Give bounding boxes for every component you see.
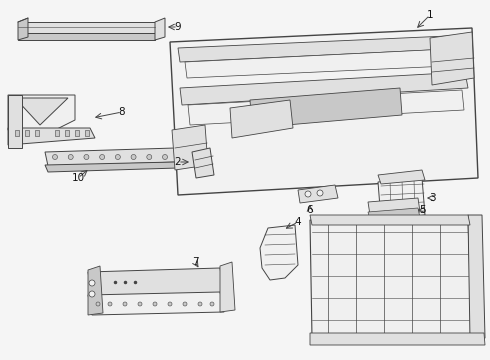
Polygon shape: [192, 148, 214, 178]
Bar: [35, 130, 39, 136]
Polygon shape: [8, 128, 95, 145]
Polygon shape: [260, 225, 298, 280]
Circle shape: [317, 190, 323, 196]
Polygon shape: [378, 178, 425, 220]
Circle shape: [168, 302, 172, 306]
Polygon shape: [230, 100, 293, 138]
Polygon shape: [298, 185, 338, 203]
Polygon shape: [15, 98, 68, 125]
Text: 6: 6: [307, 205, 313, 215]
Circle shape: [123, 302, 127, 306]
Circle shape: [183, 302, 187, 306]
Polygon shape: [378, 170, 425, 184]
Circle shape: [210, 302, 214, 306]
Polygon shape: [88, 292, 224, 315]
Circle shape: [108, 302, 112, 306]
Polygon shape: [88, 266, 103, 315]
Circle shape: [115, 154, 121, 159]
Polygon shape: [8, 95, 75, 130]
Text: 2: 2: [175, 157, 181, 167]
Circle shape: [131, 154, 136, 159]
Text: 5: 5: [418, 205, 425, 215]
Circle shape: [68, 154, 73, 159]
Circle shape: [89, 291, 95, 297]
Circle shape: [96, 302, 100, 306]
Polygon shape: [88, 268, 224, 298]
Circle shape: [198, 302, 202, 306]
Text: 8: 8: [119, 107, 125, 117]
Polygon shape: [310, 333, 485, 345]
Circle shape: [99, 154, 105, 159]
Polygon shape: [188, 90, 464, 125]
Text: 10: 10: [72, 173, 85, 183]
Circle shape: [163, 154, 168, 159]
Bar: [25, 130, 29, 136]
Polygon shape: [45, 148, 178, 166]
Text: 1: 1: [427, 10, 433, 20]
Polygon shape: [170, 28, 478, 195]
Polygon shape: [172, 125, 208, 170]
Circle shape: [138, 302, 142, 306]
Polygon shape: [180, 72, 468, 105]
Polygon shape: [250, 88, 402, 128]
Circle shape: [147, 154, 152, 159]
Polygon shape: [178, 35, 472, 62]
Circle shape: [153, 302, 157, 306]
Bar: [15, 130, 19, 136]
Bar: [55, 130, 59, 136]
Polygon shape: [185, 48, 470, 78]
Circle shape: [89, 280, 95, 286]
Polygon shape: [45, 162, 178, 172]
Bar: [85, 130, 89, 136]
Polygon shape: [468, 215, 485, 340]
Text: 3: 3: [429, 193, 435, 203]
Text: 9: 9: [175, 22, 181, 32]
Circle shape: [52, 154, 57, 159]
Polygon shape: [155, 18, 165, 40]
Polygon shape: [430, 32, 474, 85]
Bar: [75, 130, 79, 136]
Polygon shape: [18, 33, 155, 40]
Polygon shape: [8, 95, 22, 148]
Bar: [65, 130, 69, 136]
Polygon shape: [18, 22, 155, 33]
Polygon shape: [18, 18, 28, 40]
Text: 4: 4: [294, 217, 301, 227]
Polygon shape: [368, 208, 420, 220]
Polygon shape: [368, 198, 420, 215]
Polygon shape: [310, 215, 470, 225]
Circle shape: [84, 154, 89, 159]
Text: 7: 7: [192, 257, 198, 267]
Polygon shape: [220, 262, 235, 312]
Circle shape: [305, 191, 311, 197]
Polygon shape: [310, 220, 472, 338]
